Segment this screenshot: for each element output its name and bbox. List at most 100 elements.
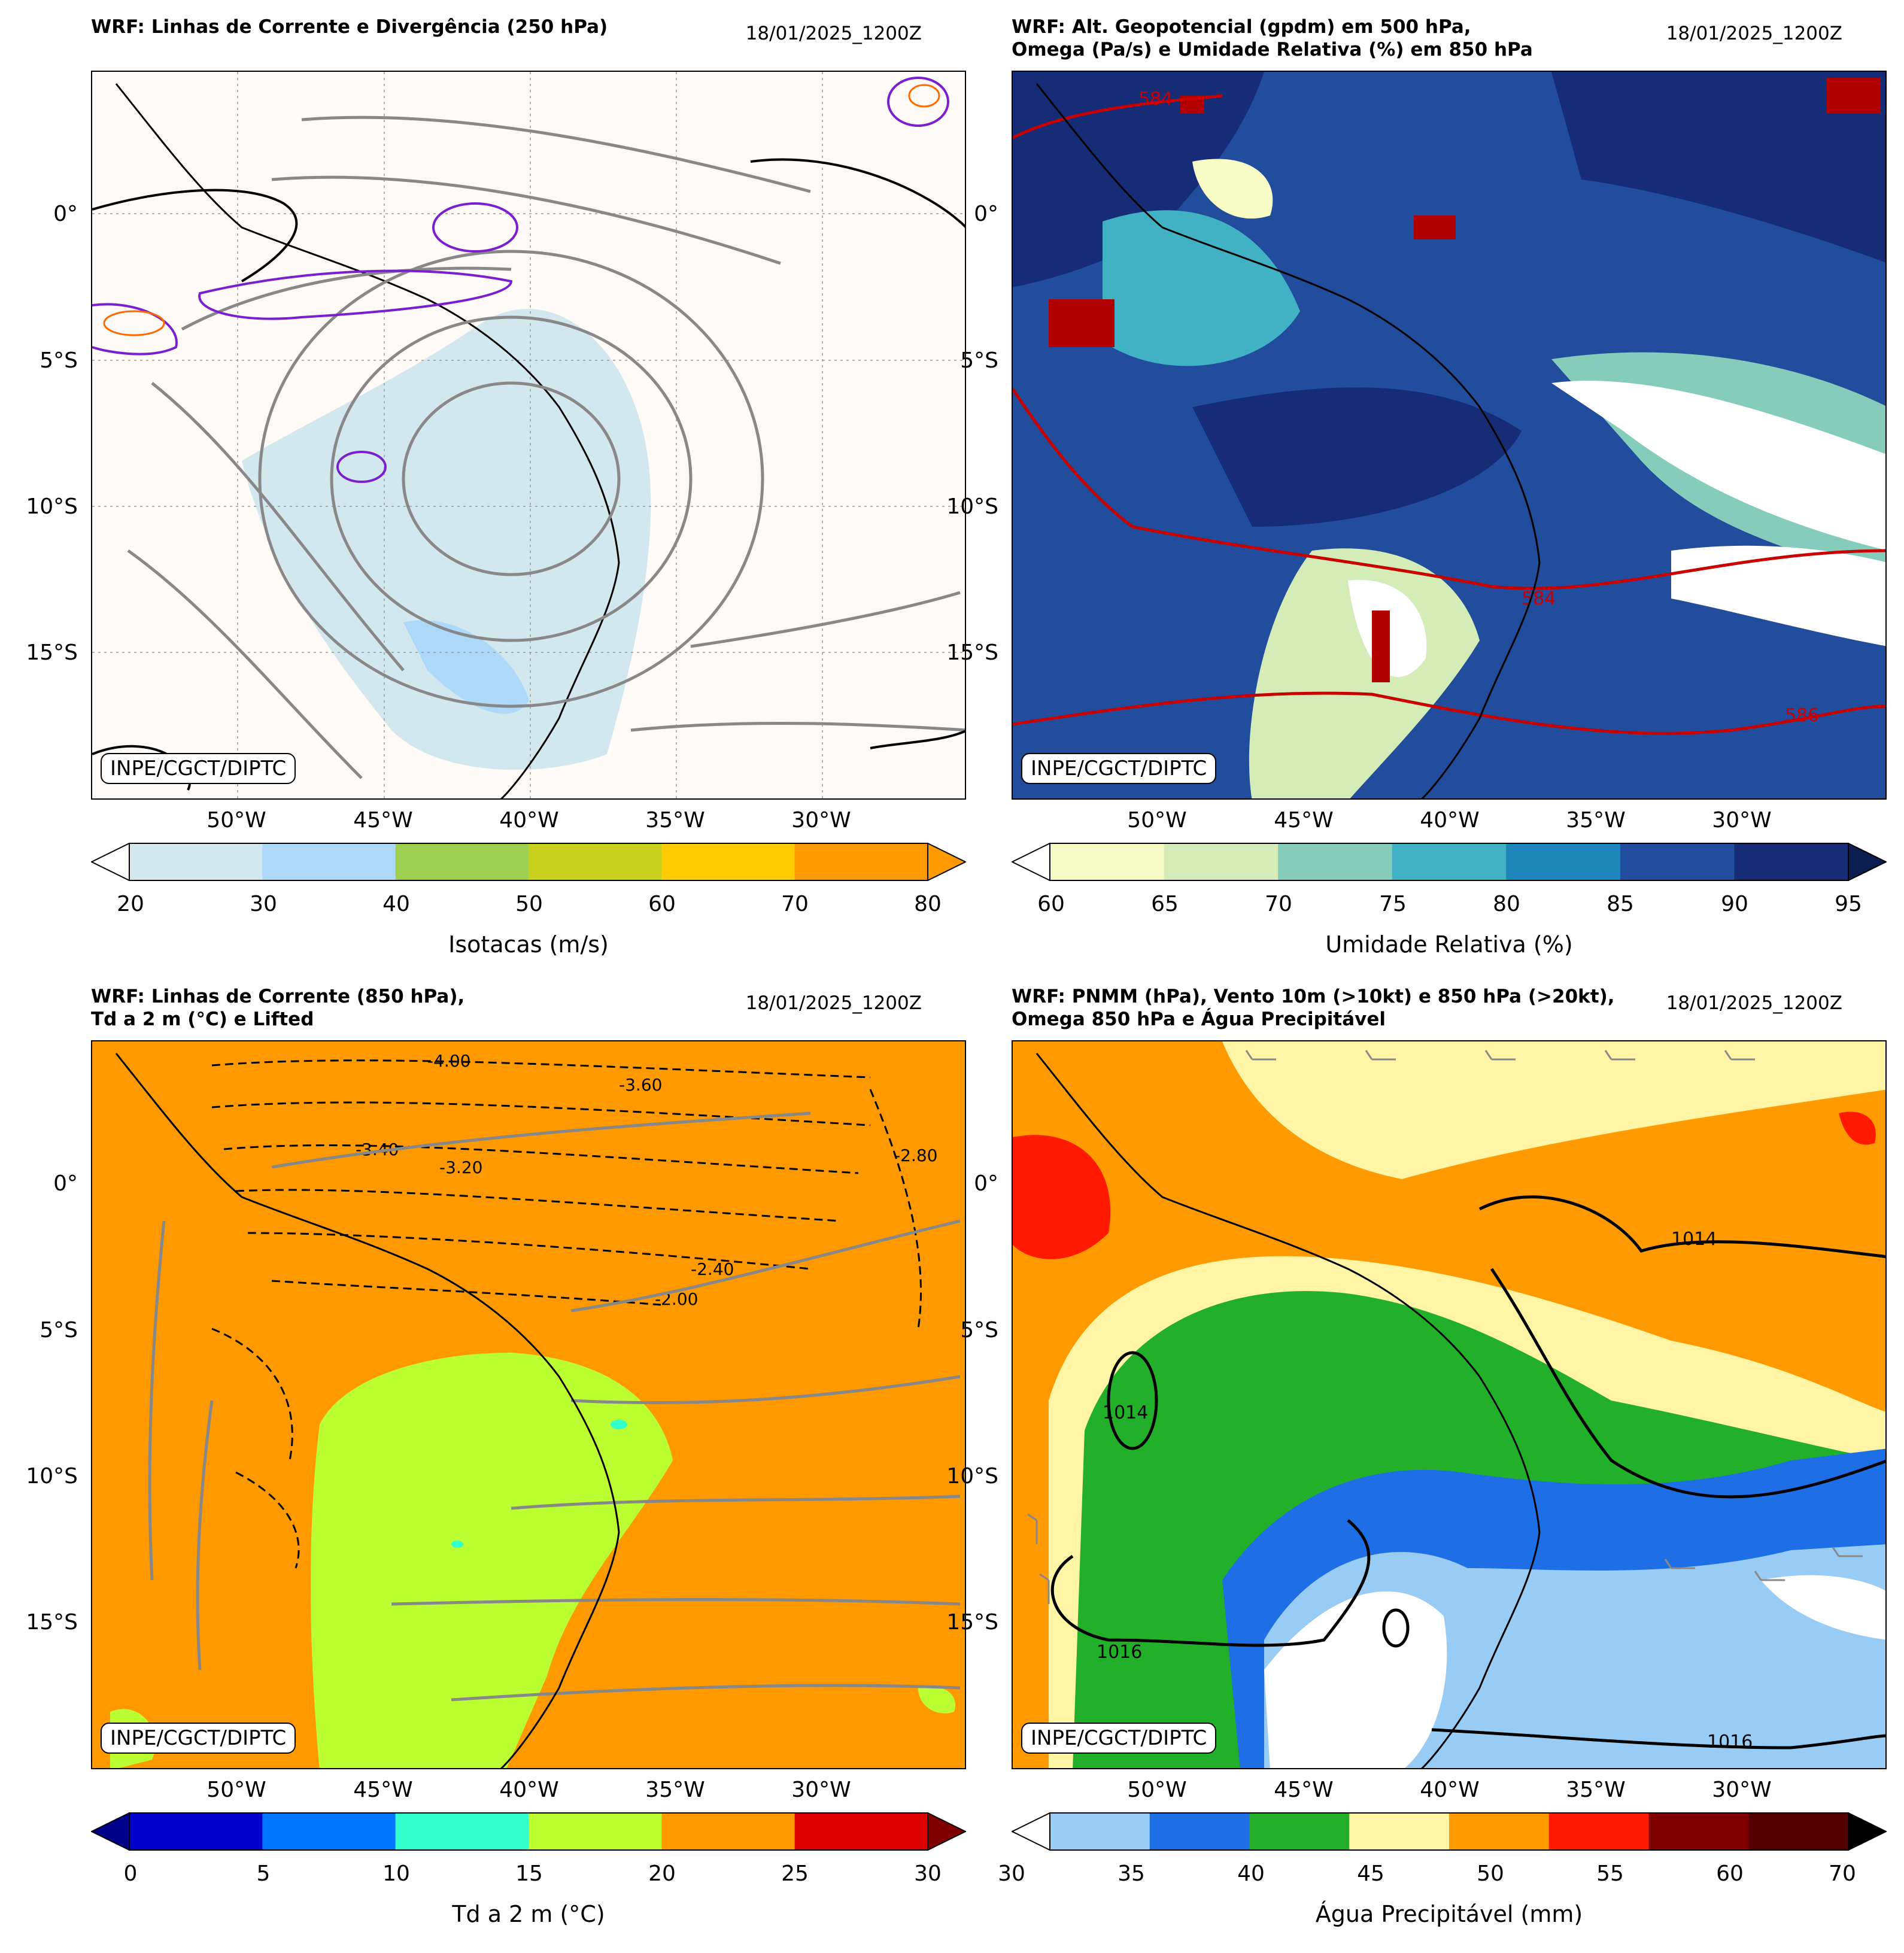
- lon-label: 30°W: [791, 808, 851, 833]
- lat-label: 15°S: [946, 1610, 998, 1635]
- credit-label: INPE/CGCT/DIPTC: [101, 753, 296, 784]
- colorbar: [91, 843, 966, 881]
- lat-label: 5°S: [960, 1318, 998, 1343]
- lon-label: 45°W: [353, 808, 413, 833]
- panel-title: WRF: Linhas de Corrente (850 hPa), Td a …: [91, 986, 465, 1030]
- panel-streamlines-850hpa: WRF: Linhas de Corrente (850 hPa), Td a …: [0, 970, 966, 1939]
- colorbar-extend-low: [91, 843, 130, 881]
- contour-label: 1014: [1671, 1229, 1717, 1250]
- colorbar-segment: [661, 1813, 795, 1850]
- colorbar-tick: 35: [1118, 1861, 1145, 1886]
- colorbar-tick: 25: [781, 1861, 809, 1886]
- colorbar-label: Td a 2 m (°C): [452, 1901, 605, 1927]
- contour-label: -2.40: [691, 1259, 734, 1279]
- humidity-area: [1249, 548, 1480, 798]
- coastline: [1035, 83, 1541, 798]
- colorbar: [91, 1812, 966, 1851]
- colorbar-segment: [395, 1813, 529, 1850]
- lat-label: 15°S: [26, 640, 78, 665]
- lon-label: 35°W: [1566, 1778, 1626, 1802]
- colorbar-tick: 70: [1265, 892, 1292, 916]
- contour-label: 584: [1138, 89, 1173, 110]
- colorbar-segment: [1548, 1813, 1649, 1850]
- humidity-area: [1192, 159, 1273, 219]
- colorbar-segment: [529, 843, 662, 880]
- contour-label: -2.80: [894, 1146, 937, 1165]
- pw-area: [1761, 1575, 1885, 1640]
- pw-area: [1264, 1591, 1447, 1768]
- lon-label: 50°W: [207, 1778, 266, 1802]
- lon-label: 35°W: [1566, 808, 1626, 833]
- colorbar-segment: [1620, 843, 1735, 880]
- colorbar-extend-low: [91, 1812, 130, 1851]
- colorbar-segment: [262, 843, 396, 880]
- colorbar-tick: 95: [1835, 892, 1862, 916]
- colorbar-tick: 15: [515, 1861, 543, 1886]
- lat-label: 5°S: [960, 348, 998, 373]
- divergence-contours: [92, 77, 949, 483]
- colorbar-tick: 30: [914, 1861, 942, 1886]
- coastline: [115, 1053, 620, 1768]
- colorbar: [1012, 843, 1887, 881]
- panel-precipitable-water: WRF: PNMM (hPa), Vento 10m (>10kt) e 850…: [921, 970, 1887, 1939]
- colorbar-segment: [661, 843, 795, 880]
- map-graphic: 584 584 586: [1013, 72, 1885, 798]
- lon-label: 35°W: [645, 808, 705, 833]
- lat-label: 0°: [53, 1171, 78, 1196]
- dewpoint-area: [611, 1420, 627, 1429]
- panel-date: 18/01/2025_1200Z: [745, 992, 922, 1014]
- colorbar-tick: 55: [1596, 1861, 1624, 1886]
- omega-patches: [1049, 78, 1881, 682]
- dewpoint-area: [451, 1541, 463, 1548]
- lon-label: 45°W: [1274, 1778, 1334, 1802]
- colorbar-segment: [1748, 1813, 1849, 1850]
- colorbar-segment: [1506, 843, 1621, 880]
- credit-label: INPE/CGCT/DIPTC: [1021, 753, 1217, 784]
- lon-label: 30°W: [791, 1778, 851, 1802]
- lon-label: 50°W: [1127, 808, 1187, 833]
- humidity-area: [1192, 387, 1522, 527]
- contour-label: 586: [1785, 705, 1819, 726]
- isotach-area: [242, 308, 651, 770]
- colorbar-segment: [1349, 1813, 1450, 1850]
- wind-barbs: [1027, 1050, 1863, 1604]
- colorbar-segment: [1249, 1813, 1350, 1850]
- colorbar-tick: 90: [1721, 892, 1748, 916]
- colorbar-outline: [129, 843, 928, 881]
- panel-geopotential-500hpa: WRF: Alt. Geopotencial (gpdm) em 500 hPa…: [921, 0, 1887, 970]
- lat-label: 0°: [974, 202, 998, 226]
- colorbar-tick: 10: [382, 1861, 410, 1886]
- lon-label: 40°W: [1420, 808, 1480, 833]
- colorbar-tick: 50: [1477, 1861, 1504, 1886]
- colorbar-tick: 75: [1379, 892, 1407, 916]
- panel-title: WRF: Alt. Geopotencial (gpdm) em 500 hPa…: [1012, 16, 1533, 60]
- colorbar-segment: [1050, 1813, 1150, 1850]
- lon-label: 45°W: [1274, 808, 1334, 833]
- panel-date: 18/01/2025_1200Z: [1666, 992, 1842, 1014]
- colorbar-outline: [129, 1812, 928, 1851]
- lon-label: 30°W: [1712, 808, 1772, 833]
- map-area: 1014 1014 1016 1016 INPE/CGCT/DIPTC: [1012, 1040, 1887, 1769]
- colorbar-tick: 60: [1716, 1861, 1744, 1886]
- colorbar-segment: [1734, 843, 1849, 880]
- panel-streamlines-250hpa: WRF: Linhas de Corrente e Divergência (2…: [0, 0, 966, 970]
- humidity-area: [1671, 545, 1885, 646]
- lat-label: 10°S: [26, 1464, 78, 1489]
- colorbar-segment: [1648, 1813, 1749, 1850]
- colorbar-label: Água Precipitável (mm): [1315, 1901, 1583, 1927]
- dewpoint-area: [918, 1686, 955, 1714]
- panel-title: WRF: Linhas de Corrente e Divergência (2…: [91, 16, 608, 38]
- colorbar-tick: 20: [648, 1861, 676, 1886]
- colorbar-tick: 80: [1493, 892, 1520, 916]
- map-graphic: [92, 72, 965, 798]
- lon-label: 35°W: [645, 1778, 705, 1802]
- colorbar-tick: 30: [998, 1861, 1025, 1886]
- colorbar-tick: 40: [382, 892, 410, 916]
- coastline: [1035, 1053, 1541, 1768]
- colorbar-segment: [129, 843, 263, 880]
- streamlines: [148, 1111, 961, 1702]
- colorbar-outline: [1049, 843, 1849, 881]
- lon-label: 50°W: [1127, 1778, 1187, 1802]
- lat-label: 5°S: [40, 1318, 78, 1343]
- colorbar-segment: [262, 1813, 396, 1850]
